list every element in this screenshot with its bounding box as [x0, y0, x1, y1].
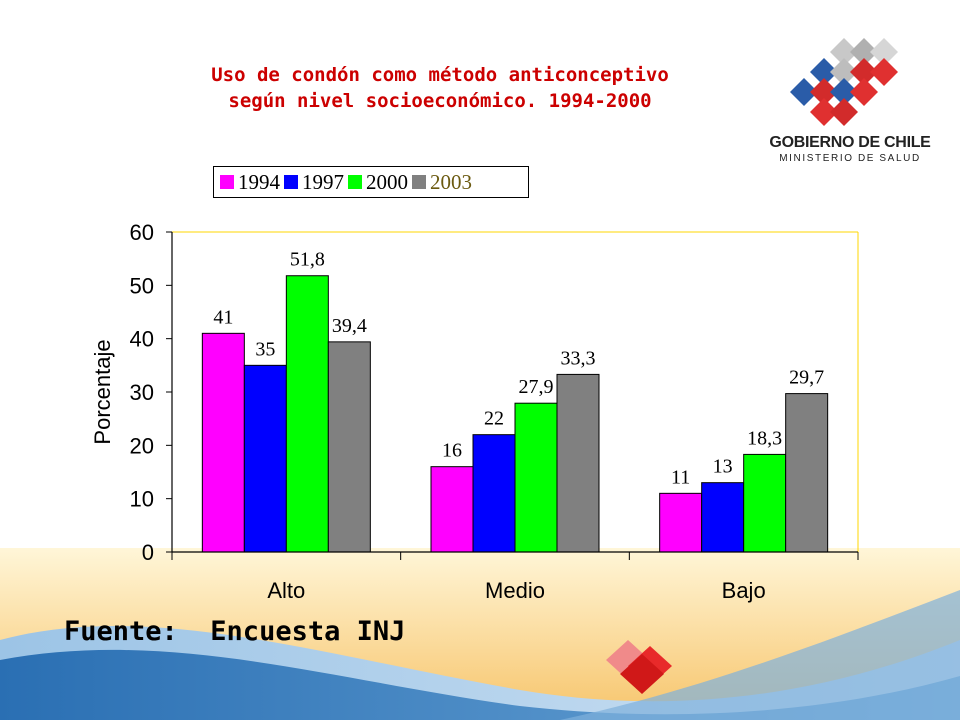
- data-label-2000-bajo: 18,3: [747, 427, 782, 449]
- bar-1997-medio: [472, 434, 516, 553]
- title-line-2: según nivel socioeconómico. 1994-2000: [228, 90, 652, 112]
- bar-2000-medio: [514, 402, 558, 553]
- bar-2000-alto: [285, 275, 329, 553]
- bar-2003-medio: [556, 373, 600, 553]
- y-tick-label-20: 20: [130, 433, 154, 458]
- bar-1994-bajo: [659, 492, 703, 553]
- y-tick-label-40: 40: [130, 327, 154, 352]
- data-label-1997-alto: 35: [255, 338, 275, 360]
- data-label-2003-alto: 39,4: [332, 315, 367, 337]
- legend-item-1997: 1997: [284, 170, 344, 195]
- legend-item-1994: 1994: [220, 170, 280, 195]
- title-line-1: Uso de condón como método anticonceptivo: [211, 64, 669, 86]
- gobierno-logo: GOBIERNO DE CHILE MINISTERIO DE SALUD: [760, 30, 940, 170]
- bar-2000-bajo: [743, 453, 787, 553]
- legend-label-1997: 1997: [302, 169, 344, 194]
- x-tick-label-bajo: Bajo: [722, 578, 766, 603]
- legend-label-1994: 1994: [238, 169, 280, 194]
- legend-swatch-1994: [220, 175, 234, 189]
- bar-1994-alto: [201, 332, 245, 553]
- legend-label-2000: 2000: [366, 169, 408, 194]
- decor-cube-face-2: [620, 654, 664, 694]
- data-label-2003-bajo: 29,7: [789, 367, 824, 389]
- legend-swatch-1997: [284, 175, 298, 189]
- decor-cube-icon: [606, 640, 672, 694]
- logo-cubes-icon: [790, 38, 898, 126]
- bar-1997-alto: [243, 364, 287, 553]
- legend-label-2003: 2003: [430, 169, 472, 194]
- source-note: Fuente: Encuesta INJ: [64, 616, 406, 647]
- legend-item-2003: 2003: [412, 170, 472, 195]
- logo-subname: MINISTERIO DE SALUD: [779, 153, 921, 164]
- x-tick-label-medio: Medio: [485, 578, 545, 603]
- data-label-1994-medio: 16: [442, 440, 462, 462]
- logo-name: GOBIERNO DE CHILE: [769, 134, 931, 151]
- data-label-2000-alto: 51,8: [290, 249, 325, 271]
- bar-2003-alto: [327, 341, 371, 553]
- data-label-1994-bajo: 11: [671, 466, 690, 488]
- y-tick-label-0: 0: [142, 540, 154, 565]
- x-tick-label-alto: Alto: [267, 578, 305, 603]
- data-label-2003-medio: 33,3: [561, 347, 596, 369]
- bar-2003-bajo: [785, 393, 829, 553]
- legend-swatch-2003: [412, 175, 426, 189]
- data-label-1997-medio: 22: [484, 408, 504, 430]
- y-axis-title: Porcentaje: [90, 339, 115, 444]
- chart-title: Uso de condón como método anticonceptivo…: [160, 62, 720, 114]
- y-tick-label-30: 30: [130, 380, 154, 405]
- bar-1994-medio: [430, 466, 474, 553]
- bar-1997-bajo: [701, 482, 745, 553]
- y-tick-label-10: 10: [130, 487, 154, 512]
- y-tick-label-60: 60: [130, 220, 154, 245]
- chart-legend: 1994 1997 2000 2003: [213, 166, 529, 198]
- data-label-1997-bajo: 13: [713, 456, 733, 478]
- y-tick-label-50: 50: [130, 273, 154, 298]
- data-label-1994-alto: 41: [213, 306, 233, 328]
- data-label-2000-medio: 27,9: [519, 376, 554, 398]
- legend-item-2000: 2000: [348, 170, 408, 195]
- legend-swatch-2000: [348, 175, 362, 189]
